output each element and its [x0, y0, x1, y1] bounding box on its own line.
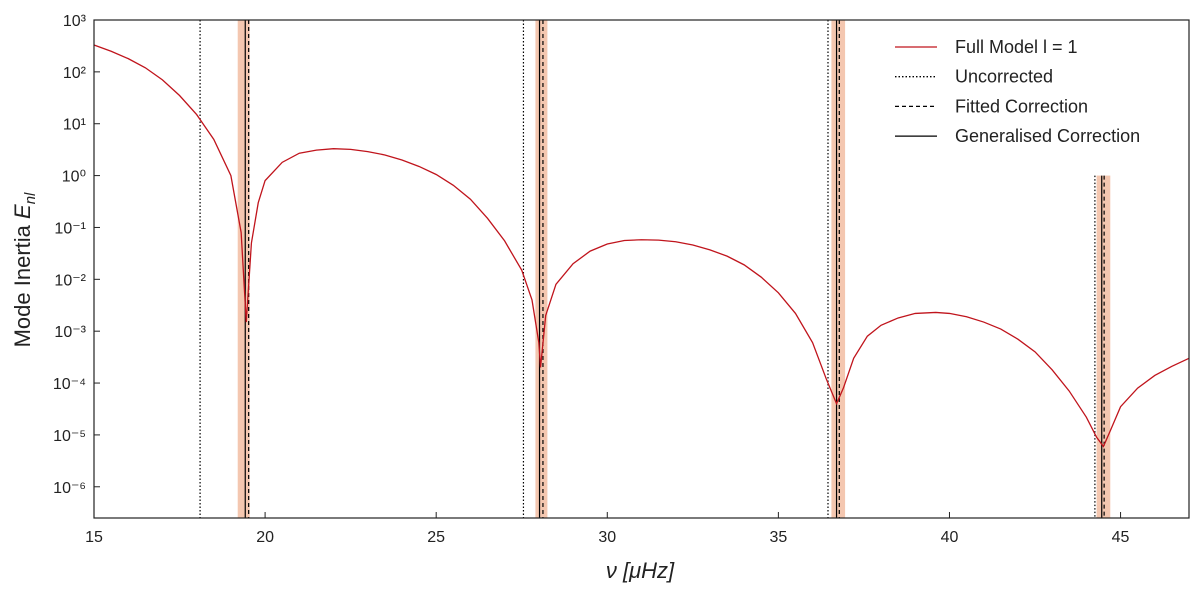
y-tick-label: 10⁻¹	[54, 220, 86, 237]
legend-label: Uncorrected	[955, 67, 1053, 87]
y-tick-label: 10⁻²	[54, 272, 86, 289]
x-tick-label: 30	[598, 529, 616, 546]
correction-band	[831, 20, 846, 518]
x-tick-label: 35	[769, 529, 787, 546]
y-tick-label: 10⁻⁶	[53, 480, 86, 497]
x-axis-label: ν [μHz]	[606, 558, 675, 583]
x-tick-label: 45	[1112, 529, 1130, 546]
plot-frame	[93, 19, 1190, 519]
x-tick-label: 15	[85, 529, 103, 546]
correction-band	[535, 20, 548, 518]
y-tick-label: 10⁻⁴	[53, 376, 86, 393]
y-label-symbol: E	[10, 204, 35, 219]
y-tick-label: 10³	[63, 13, 87, 30]
y-tick-label: 10⁰	[62, 169, 86, 186]
data-line	[93, 44, 1190, 448]
y-label-subscript: nl	[22, 192, 39, 204]
y-tick-label: 10⁻³	[54, 324, 86, 341]
correction-band	[1096, 175, 1111, 518]
legend-label: Fitted Correction	[955, 96, 1088, 116]
x-tick-label: 40	[941, 529, 959, 546]
y-tick-label: 10¹	[63, 117, 86, 134]
x-tick-label: 25	[427, 529, 445, 546]
legend-label: Generalised Correction	[955, 126, 1140, 146]
y-tick-label: 10⁻⁵	[53, 428, 86, 445]
y-tick-label: 10²	[63, 65, 87, 82]
y-axis-label: Mode Inertia Enl	[10, 192, 39, 347]
y-label-text: Mode Inertia	[10, 224, 35, 347]
x-tick-label: 20	[256, 529, 274, 546]
legend-label: Full Model l = 1	[955, 37, 1078, 57]
